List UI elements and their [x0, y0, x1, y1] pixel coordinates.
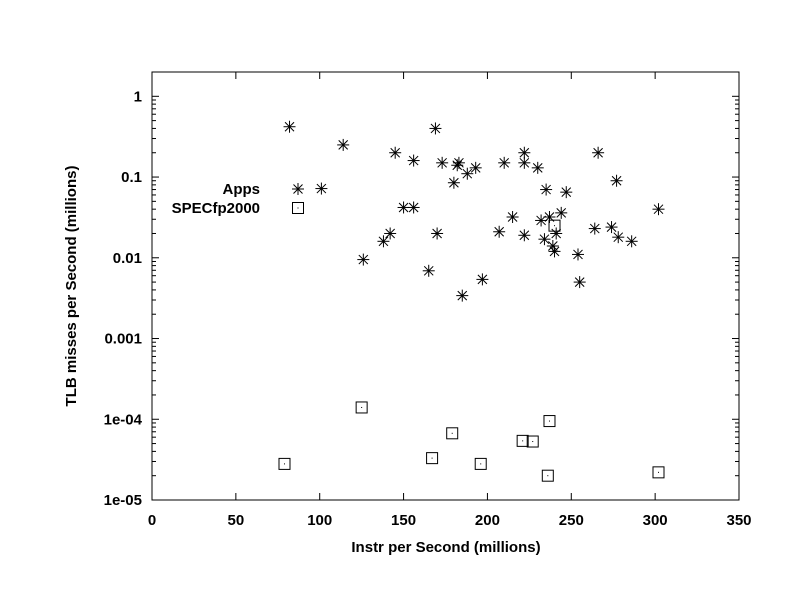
specfp-point — [516, 434, 529, 447]
apps-point — [548, 245, 561, 258]
legend-label: Apps — [223, 181, 261, 198]
apps-point — [357, 253, 370, 266]
y-tick-label: 1e-04 — [104, 411, 143, 428]
specfp-point — [541, 469, 554, 482]
specfp-point — [652, 466, 665, 479]
specfp-point — [355, 401, 368, 414]
apps-point — [605, 221, 618, 234]
apps-point — [283, 120, 296, 133]
apps-point — [461, 167, 474, 180]
x-tick-label: 50 — [228, 512, 245, 529]
apps-point — [452, 156, 465, 169]
legend: Apps SPECfp2000 — [172, 181, 304, 217]
apps-point — [612, 231, 625, 244]
apps-point — [540, 183, 553, 196]
apps-point — [555, 206, 568, 219]
apps-point — [610, 174, 623, 187]
legend-specfp-symbol — [292, 202, 304, 214]
apps-point — [407, 201, 420, 214]
x-tick-label: 350 — [726, 512, 751, 529]
apps-point — [625, 235, 638, 248]
apps-point — [436, 156, 449, 169]
specfp-point — [548, 219, 561, 232]
x-tick-label: 300 — [643, 512, 668, 529]
y-tick-label: 0.001 — [104, 331, 142, 348]
plot-frame — [151, 71, 740, 501]
apps-point — [535, 214, 548, 227]
x-tick-label: 100 — [307, 512, 332, 529]
y-tick-label: 0.01 — [113, 250, 142, 267]
x-tick-label: 0 — [148, 512, 156, 529]
x-tick-label: 250 — [559, 512, 584, 529]
x-tick-label: 150 — [391, 512, 416, 529]
apps-point — [506, 210, 519, 223]
y-tick-label: 0.1 — [121, 169, 142, 186]
x-axis-ticks: 0 50 100 150 200 250 300 350 — [148, 72, 752, 529]
apps-point — [546, 239, 559, 252]
specfp-point — [426, 452, 439, 465]
specfp-point — [543, 415, 556, 428]
specfp-point — [446, 427, 459, 440]
apps-point — [429, 122, 442, 135]
apps-point — [571, 248, 584, 261]
legend-apps-symbol — [292, 183, 304, 195]
apps-point — [422, 264, 435, 277]
apps-point — [518, 146, 531, 159]
apps-point — [469, 161, 482, 174]
apps-point — [447, 176, 460, 189]
y-axis-title: TLB misses per Second (millions) — [63, 166, 80, 407]
apps-point — [560, 186, 573, 199]
apps-point — [337, 138, 350, 151]
y-tick-label: 1e-05 — [104, 492, 142, 509]
apps-point — [573, 276, 586, 289]
apps-point — [498, 156, 511, 169]
apps-point — [518, 229, 531, 242]
apps-point — [315, 182, 328, 195]
apps-point — [384, 227, 397, 240]
apps-point — [538, 233, 551, 246]
specfp-point — [474, 457, 487, 470]
apps-point — [389, 146, 402, 159]
apps-point — [588, 222, 601, 235]
legend-label: SPECfp2000 — [172, 200, 260, 217]
apps-point — [550, 227, 563, 240]
apps-point — [407, 154, 420, 167]
apps-point — [456, 289, 469, 302]
apps-point — [518, 156, 531, 169]
apps-point — [431, 227, 444, 240]
apps-point — [476, 273, 489, 286]
specfp-point — [526, 435, 539, 448]
x-tick-label: 200 — [475, 512, 500, 529]
apps-point — [397, 201, 410, 214]
apps-point — [377, 235, 390, 248]
data-points — [278, 120, 665, 482]
apps-point — [592, 146, 605, 159]
specfp-point — [278, 457, 291, 470]
apps-point — [652, 203, 665, 216]
apps-point — [531, 161, 544, 174]
y-tick-label: 1 — [134, 88, 142, 105]
x-axis-title: Instr per Second (millions) — [351, 539, 540, 556]
y-axis-ticks: 1e-05 1e-04 0.001 0.01 0.1 1 — [104, 71, 739, 509]
apps-point — [493, 225, 506, 238]
